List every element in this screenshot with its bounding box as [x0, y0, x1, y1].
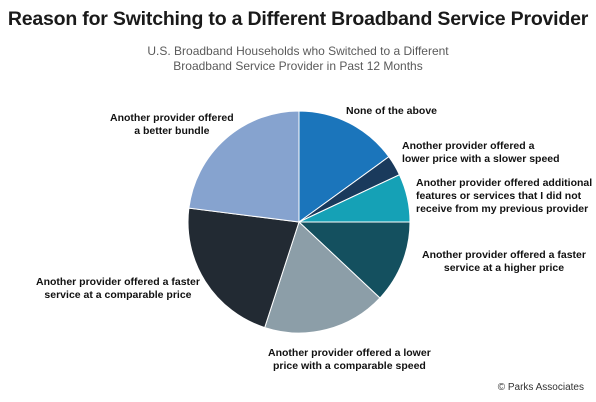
copyright-text: © Parks Associates	[497, 382, 584, 393]
pie-slice-0	[298, 110, 390, 223]
pie-slice-6	[188, 110, 300, 223]
slice-label-none-of-the-above: None of the above	[346, 105, 438, 117]
chart-title: Reason for Switching to a Different Broa…	[7, 8, 589, 30]
pie-slice-3	[297, 221, 411, 299]
slice-label-additional-features: Another provider offered additional feat…	[416, 177, 593, 215]
slice-label-lower-price-slower-speed: Another provider offered a lower price w…	[402, 140, 560, 165]
pie-slice-5	[187, 207, 300, 329]
slice-label-faster-comparable-price: Another provider offered a faster servic…	[36, 276, 200, 301]
slice-label-faster-higher-price: Another provider offered a faster servic…	[422, 249, 586, 274]
subtitle-line-1: U.S. Broadband Households who Switched t…	[147, 44, 449, 58]
chart-subtitle: U.S. Broadband Households who Switched t…	[0, 44, 596, 74]
subtitle-line-2: Broadband Service Provider in Past 12 Mo…	[173, 59, 423, 73]
pie-slice-4	[264, 221, 381, 334]
slice-label-better-bundle: Another provider offered a better bundle	[110, 112, 234, 137]
slice-label-lower-price-comparable-speed: Another provider offered a lower price w…	[268, 347, 431, 372]
